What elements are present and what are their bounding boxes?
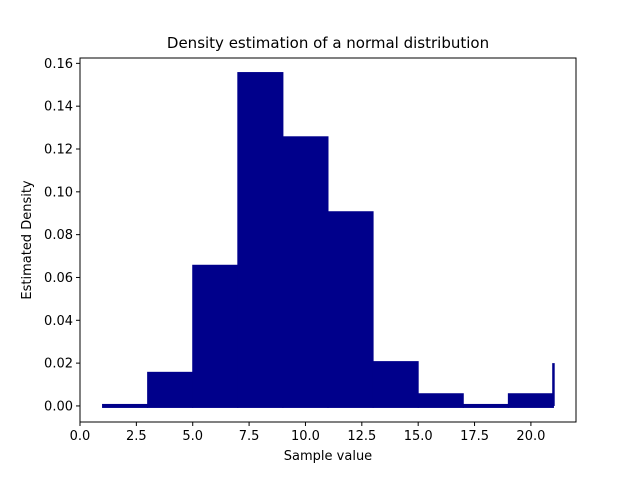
density-bin-3 — [237, 72, 284, 408]
y-tick-label: 0.02 — [44, 357, 73, 372]
y-tick-label: 0.00 — [44, 399, 73, 414]
density-bin-8 — [462, 403, 509, 408]
plot-area — [102, 72, 555, 408]
x-tick-label: 0.0 — [70, 429, 91, 444]
y-tick-label: 0.10 — [44, 185, 73, 200]
y-tick-label: 0.14 — [44, 100, 73, 115]
x-tick-label: 5.0 — [182, 429, 203, 444]
x-tick-label: 10.0 — [291, 429, 320, 444]
density-bin-9 — [507, 393, 554, 408]
density-bin-5 — [327, 211, 374, 408]
y-tick-label: 0.16 — [44, 57, 73, 72]
x-tick-label: 12.5 — [347, 429, 376, 444]
density-bin-7 — [417, 393, 464, 408]
x-tick-label: 7.5 — [239, 429, 260, 444]
density-bin-4 — [282, 136, 329, 408]
density-bin-0 — [102, 403, 149, 408]
x-tick-label: 20.0 — [516, 429, 545, 444]
density-bin-6 — [372, 361, 419, 408]
x-tick-label: 17.5 — [460, 429, 489, 444]
y-axis-label: Estimated Density — [20, 180, 35, 300]
plot-frame — [79, 57, 577, 423]
density-bin-1 — [147, 371, 194, 408]
x-axis-label: Sample value — [284, 449, 372, 464]
x-tick-label: 15.0 — [404, 429, 433, 444]
y-tick-label: 0.06 — [44, 271, 73, 286]
chart-title: Density estimation of a normal distribut… — [167, 34, 489, 52]
x-tick-label: 2.5 — [126, 429, 147, 444]
y-axis: 0.00 0.02 0.04 0.06 0.08 0.10 0.12 0.14 0.16 — [44, 57, 80, 414]
y-tick-label: 0.04 — [44, 314, 73, 329]
x-axis: 0.0 2.5 5.0 7.5 10.0 12.5 15.0 17.5 20.0 — [70, 422, 545, 444]
y-tick-label: 0.08 — [44, 228, 73, 243]
y-tick-label: 0.12 — [44, 143, 73, 158]
density-bin-2 — [192, 264, 239, 408]
